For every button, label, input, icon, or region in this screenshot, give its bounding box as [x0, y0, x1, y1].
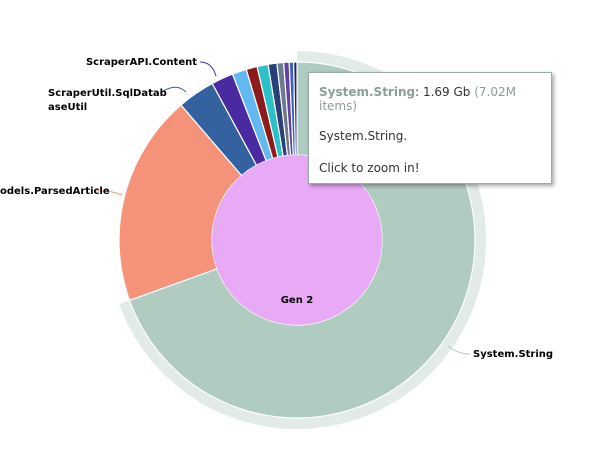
- leader-line: [199, 61, 217, 77]
- leader-line: [447, 345, 471, 355]
- slice-label: ScraperAPI.Content: [86, 57, 197, 68]
- slice-label: odels.ParsedArticle: [0, 186, 110, 197]
- tooltip-name: System.String: [319, 85, 416, 99]
- slice-label: System.String: [473, 349, 553, 360]
- slice-label: ScraperUtil.SqlDatab: [48, 88, 167, 99]
- tooltip-header: System.String: 1.69 Gb (7.02M items): [319, 85, 541, 113]
- leader-line: [159, 86, 187, 94]
- slice-label: aseUtil: [48, 102, 87, 113]
- tooltip-line[interactable]: Click to zoom in!: [319, 161, 420, 175]
- leader-line: [95, 190, 123, 196]
- tooltip-value: : 1.69 Gb: [415, 85, 471, 99]
- tooltip-items: (7.02M items): [319, 85, 516, 113]
- center-label: Gen 2: [281, 295, 314, 306]
- center-circle[interactable]: [212, 155, 382, 325]
- tooltip-line: System.String.: [319, 129, 408, 143]
- tooltip: System.String: 1.69 Gb (7.02M items) Sys…: [308, 72, 552, 184]
